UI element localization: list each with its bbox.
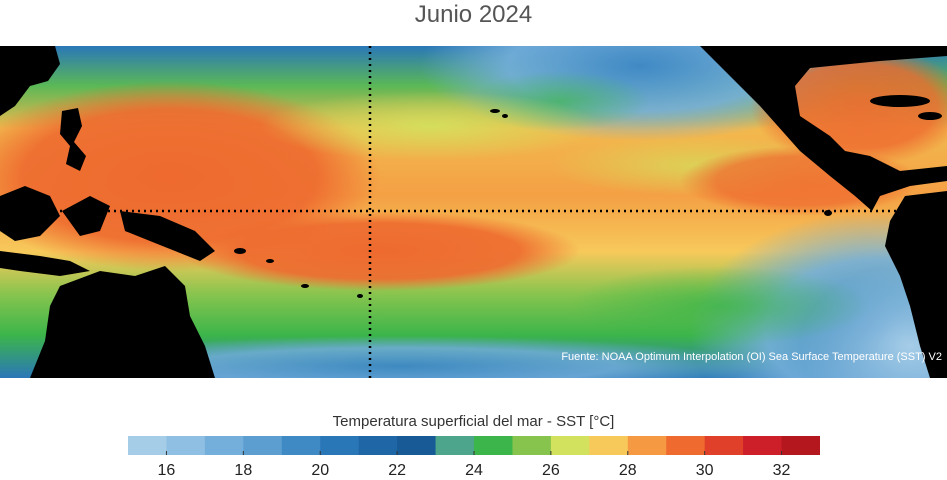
colorbar-swatch bbox=[704, 436, 744, 455]
colorbar-tick-label: 20 bbox=[311, 462, 330, 479]
colorbar-swatch bbox=[281, 436, 321, 455]
colorbar-swatch bbox=[128, 436, 167, 455]
colorbar-tick-label: 28 bbox=[618, 462, 637, 479]
colorbar-swatch bbox=[204, 436, 244, 455]
colorbar-tick-label: 18 bbox=[234, 462, 253, 479]
land-masses bbox=[0, 46, 947, 378]
colorbar-swatch bbox=[666, 436, 706, 455]
colorbar-swatch bbox=[435, 436, 475, 455]
sst-map bbox=[0, 46, 947, 378]
colorbar-swatch bbox=[550, 436, 590, 455]
colorbar-swatch bbox=[627, 436, 667, 455]
map-title: Junio 2024 bbox=[414, 1, 533, 28]
colorbar bbox=[128, 436, 820, 455]
colorbar-tick-label: 32 bbox=[772, 462, 791, 479]
colorbar-swatch bbox=[589, 436, 629, 455]
colorbar-swatch bbox=[320, 436, 360, 455]
colorbar-swatch bbox=[743, 436, 783, 455]
colorbar-swatch bbox=[243, 436, 283, 455]
colorbar-swatch bbox=[781, 436, 820, 455]
colorbar-swatch bbox=[358, 436, 398, 455]
colorbar-swatch bbox=[166, 436, 206, 455]
colorbar-tick-label: 16 bbox=[157, 462, 176, 479]
colorbar-label: Temperatura superficial del mar - SST [°… bbox=[332, 413, 615, 430]
colorbar-tick-label: 24 bbox=[465, 462, 483, 479]
colorbar-swatch bbox=[474, 436, 513, 455]
colorbar-tick-label: 26 bbox=[541, 462, 560, 479]
colorbar-tick-label: 30 bbox=[695, 462, 714, 479]
colorbar-swatch bbox=[397, 436, 437, 455]
source-caption: Fuente: NOAA Optimum Interpolation (OI) … bbox=[561, 351, 942, 363]
colorbar-tick-label: 22 bbox=[388, 462, 406, 479]
colorbar-swatch bbox=[512, 436, 552, 455]
